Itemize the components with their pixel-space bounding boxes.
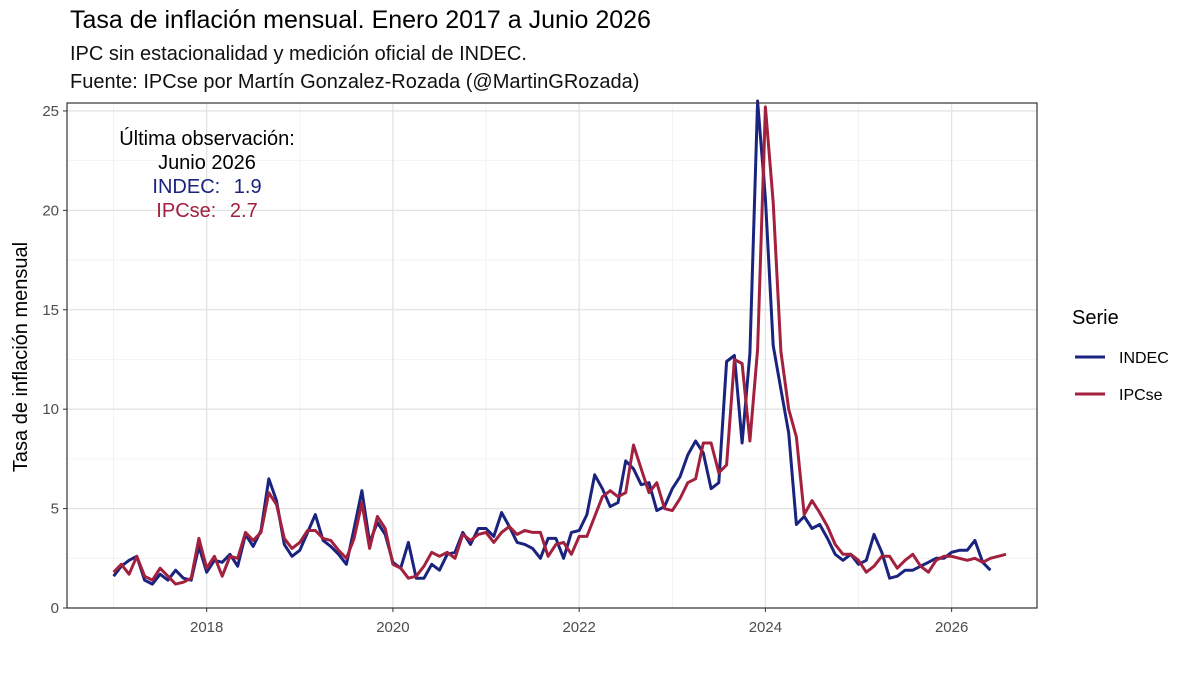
x-tick-label: 2020	[376, 619, 409, 636]
x-tick-label: 2022	[562, 619, 595, 636]
legend: Serie INDEC IPCse	[1072, 307, 1169, 404]
chart-subtitle: IPC sin estacionalidad y medición oficia…	[70, 43, 527, 65]
x-tick-label: 2024	[749, 619, 782, 636]
chart-title: Tasa de inflación mensual. Enero 2017 a …	[70, 6, 651, 34]
series-line-ipcse	[112, 105, 1007, 586]
last-observation-annotation: Última observación: Junio 2026 INDEC: 1.…	[119, 127, 295, 222]
x-tick-label: 2026	[935, 619, 968, 636]
chart-source: Fuente: IPCse por Martín Gonzalez-Rozada…	[70, 71, 640, 93]
annotation-ipcse: IPCse: 2.7	[156, 200, 257, 222]
annotation-ipcse-label: IPCse:	[156, 200, 216, 222]
annotation-indec-value: 1.9	[234, 176, 262, 198]
legend-item-ipcse: IPCse	[1075, 387, 1163, 404]
legend-title: Serie	[1072, 307, 1119, 329]
panel-border	[66, 102, 1038, 609]
y-axis-title: Tasa de inflación mensual	[10, 242, 32, 472]
annotation-indec: INDEC: 1.9	[152, 176, 261, 198]
axes: 0 5 10 15 20 25 2018 2020 2022 2024 2026	[42, 103, 968, 636]
legend-label-ipcse: IPCse	[1119, 387, 1163, 404]
legend-item-indec: INDEC	[1075, 350, 1169, 367]
y-tick-label: 20	[42, 202, 59, 219]
y-tick-label: 25	[42, 103, 59, 120]
y-tick-label: 0	[51, 600, 59, 617]
legend-label-indec: INDEC	[1119, 350, 1169, 367]
y-tick-label: 15	[42, 302, 59, 319]
annotation-line2: Junio 2026	[158, 152, 256, 174]
annotation-indec-label: INDEC:	[152, 176, 220, 198]
annotation-ipcse-value: 2.7	[230, 200, 258, 222]
x-tick-label: 2018	[190, 619, 223, 636]
y-tick-label: 10	[42, 401, 59, 418]
annotation-line1: Última observación:	[119, 127, 295, 150]
grid	[67, 103, 1037, 609]
y-tick-label: 5	[51, 501, 59, 518]
series-lines	[112, 99, 1007, 586]
